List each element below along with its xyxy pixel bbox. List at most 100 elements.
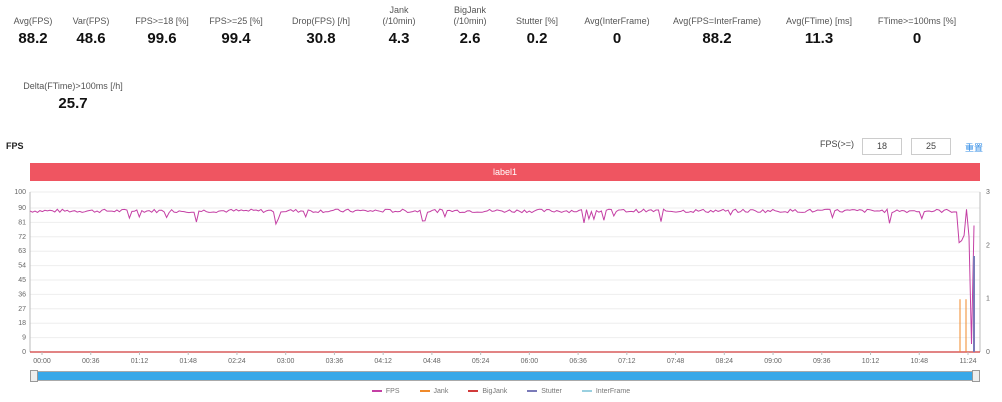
zoom-handle-left[interactable]	[30, 370, 38, 382]
metric-label: Delta(FTime)>100ms [/h]	[23, 81, 123, 91]
legend-label: Stutter	[541, 388, 562, 395]
fps-threshold-input-2[interactable]: 25	[911, 138, 951, 155]
y-tick-label: 90	[18, 205, 26, 212]
reset-button[interactable]: 重置	[965, 143, 984, 153]
y-tick-label: 0	[22, 349, 26, 356]
legend-label: FPS	[385, 388, 400, 395]
metric-label: FPS>=25 [%]	[209, 16, 263, 26]
x-tick-label: 01:48	[179, 358, 197, 365]
metric-fps-18: FPS>=18 [%] 99.6	[122, 16, 202, 47]
y-tick-label: 18	[18, 320, 26, 327]
y-tick-label: 63	[18, 248, 26, 255]
chart-legend: FPS Jank BigJank Stutter InterFrame	[0, 388, 1002, 395]
metric-stutter: Stutter [%] 0.2	[506, 16, 568, 47]
metric-value: 4.3	[388, 30, 410, 47]
x-tick-label: 03:36	[326, 358, 344, 365]
legend-swatch	[527, 390, 538, 393]
metric-ftime-100: FTime>=100ms [%] 0	[866, 16, 968, 47]
metric-label: Avg(FPS)	[13, 16, 53, 26]
x-tick-label: 09:36	[813, 358, 831, 365]
y-tick-label: 9	[22, 335, 26, 342]
metric-value: 0	[612, 30, 622, 47]
fps-series-line	[29, 207, 975, 345]
metric-avg-fps-interframe: Avg(FPS=InterFrame) 88.2	[662, 16, 772, 47]
x-tick-label: 00:36	[82, 358, 100, 365]
x-tick-label: 04:48	[423, 358, 441, 365]
metric-avg-fps: Avg(FPS) 88.2	[8, 16, 58, 47]
x-tick-label: 06:36	[569, 358, 587, 365]
zoom-slider[interactable]	[30, 371, 980, 381]
fps-threshold-label: FPS(>=)	[820, 139, 855, 149]
x-tick-label: 05:24	[472, 358, 490, 365]
x-tick-label: 10:12	[862, 358, 880, 365]
y-tick-label: 54	[18, 263, 26, 270]
metric-value: 11.3	[804, 30, 834, 47]
x-tick-label: 02:24	[228, 358, 246, 365]
metric-value: 30.8	[306, 30, 336, 47]
fps-chart[interactable]: 0 9 18 27 36 45 54 63 72 81 90 100 0 1 2 3 00:00 00:36 01:…	[0, 186, 1002, 366]
x-tick-label: 00:00	[33, 358, 51, 365]
metric-value: 48.6	[76, 30, 106, 47]
metric-avg-ftime: Avg(FTime) [ms] 11.3	[776, 16, 862, 47]
x-tick-label: 07:48	[667, 358, 685, 365]
metric-label: Jank (/10min)	[382, 5, 416, 26]
y2-tick-label: 2	[986, 242, 990, 249]
metric-value: 25.7	[58, 95, 88, 112]
x-tick-label: 01:12	[131, 358, 149, 365]
legend-label: InterFrame	[595, 388, 631, 395]
legend-item[interactable]: FPS	[371, 388, 400, 395]
metric-label: Stutter [%]	[515, 16, 559, 26]
metric-delta-ftime: Delta(FTime)>100ms [/h] 25.7	[8, 81, 138, 112]
legend-label: Jank	[433, 388, 449, 395]
x-tick-label: 08:24	[716, 358, 734, 365]
legend-item[interactable]: Jank	[419, 388, 449, 395]
y2-tick-label: 0	[986, 349, 990, 356]
x-tick-label: 11:24	[960, 358, 977, 365]
legend-label: BigJank	[482, 388, 508, 395]
metric-value: 99.6	[147, 30, 177, 47]
metric-value: 0	[912, 30, 922, 47]
metric-var-fps: Var(FPS) 48.6	[66, 16, 116, 47]
y-tick-label: 100	[14, 189, 26, 196]
metric-avg-interframe: Avg(InterFrame) 0	[572, 16, 662, 47]
y-tick-label: 45	[18, 277, 26, 284]
y-tick-label: 72	[18, 234, 26, 241]
metric-value: 0.2	[526, 30, 548, 47]
metric-label: FPS>=18 [%]	[135, 16, 189, 26]
x-tick-label: 10:48	[910, 358, 928, 365]
x-tick-label: 04:12	[374, 358, 392, 365]
metric-value: 99.4	[221, 30, 251, 47]
x-tick-label: 09:00	[764, 358, 782, 365]
metric-label: Avg(InterFrame)	[584, 16, 650, 26]
metric-value: 2.6	[459, 30, 481, 47]
metric-fps-25: FPS>=25 [%] 99.4	[196, 16, 276, 47]
zoom-handle-right[interactable]	[972, 370, 980, 382]
legend-swatch	[371, 390, 382, 393]
legend-swatch	[581, 390, 592, 393]
legend-item[interactable]: InterFrame	[581, 388, 631, 395]
metric-drop-fps: Drop(FPS) [/h] 30.8	[276, 16, 366, 47]
metric-label: Avg(FTime) [ms]	[785, 16, 852, 26]
metric-label: BigJank (/10min)	[453, 5, 487, 26]
y2-tick-label: 1	[986, 296, 990, 303]
section-title: FPS	[6, 141, 24, 151]
y-tick-label: 36	[18, 291, 26, 298]
x-tick-label: 06:00	[521, 358, 539, 365]
metric-label: Var(FPS)	[72, 16, 110, 26]
x-tick-label: 07:12	[618, 358, 636, 365]
metric-value: 88.2	[702, 30, 732, 47]
metric-label: Drop(FPS) [/h]	[291, 16, 350, 26]
label-bar[interactable]: label1	[30, 163, 980, 181]
metric-value: 88.2	[18, 30, 48, 47]
y2-tick-label: 3	[986, 189, 990, 196]
legend-swatch	[468, 390, 479, 393]
metric-label: Avg(FPS=InterFrame)	[672, 16, 762, 26]
x-tick-label: 03:00	[277, 358, 295, 365]
y-tick-label: 27	[18, 306, 26, 313]
legend-item[interactable]: BigJank	[468, 388, 507, 395]
legend-item[interactable]: Stutter	[527, 388, 562, 395]
metric-bigjank: BigJank (/10min) 2.6	[441, 5, 499, 47]
fps-threshold-input-1[interactable]: 18	[862, 138, 902, 155]
metric-jank: Jank (/10min) 4.3	[370, 5, 428, 47]
metric-label: FTime>=100ms [%]	[877, 16, 957, 26]
